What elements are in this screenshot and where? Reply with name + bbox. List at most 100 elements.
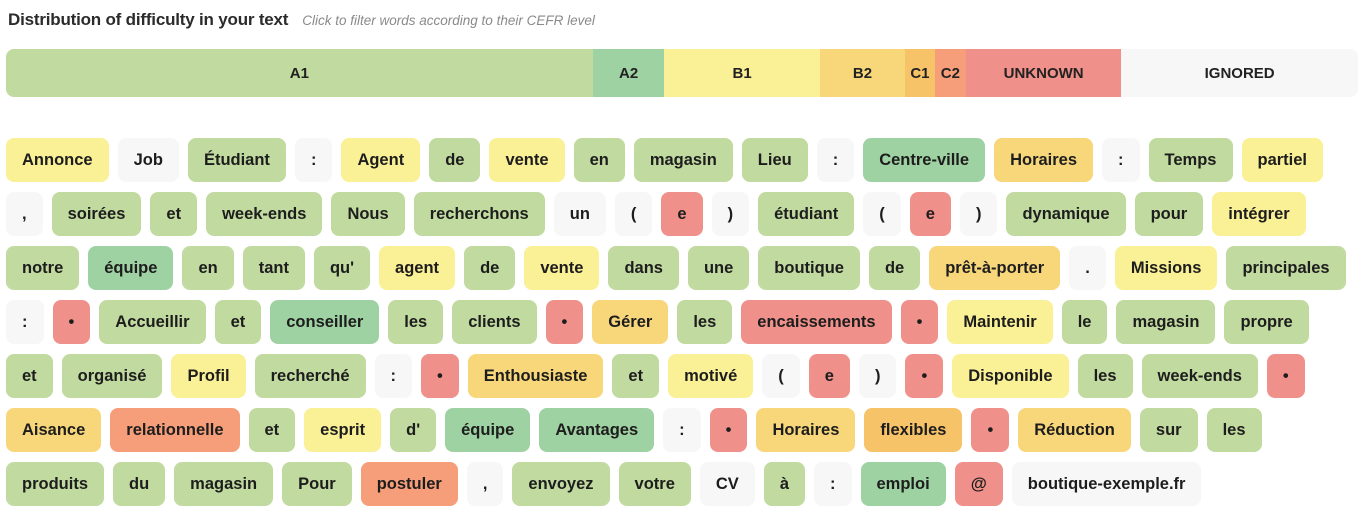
- word-chip[interactable]: propre: [1224, 300, 1309, 344]
- word-chip[interactable]: dynamique: [1006, 192, 1126, 236]
- word-chip[interactable]: (: [614, 192, 653, 236]
- word-chip[interactable]: •: [1266, 354, 1305, 398]
- word-chip[interactable]: Pour: [282, 462, 352, 506]
- word-chip[interactable]: soirées: [51, 192, 142, 236]
- word-chip[interactable]: vente: [489, 138, 565, 182]
- word-chip[interactable]: clients: [452, 300, 537, 344]
- word-chip[interactable]: ,: [466, 462, 504, 506]
- word-chip[interactable]: une: [687, 246, 750, 290]
- word-chip[interactable]: week-ends: [206, 192, 323, 236]
- word-chip[interactable]: Gérer: [592, 300, 669, 344]
- word-chip[interactable]: encaissements: [741, 300, 892, 344]
- bar-segment-ignored[interactable]: IGNORED: [1121, 49, 1358, 97]
- bar-segment-c1[interactable]: C1: [905, 49, 935, 97]
- word-chip[interactable]: de: [464, 246, 516, 290]
- word-chip[interactable]: Job: [117, 138, 179, 182]
- word-chip[interactable]: flexibles: [864, 408, 963, 452]
- bar-segment-a2[interactable]: A2: [592, 49, 665, 97]
- word-chip[interactable]: :: [663, 408, 701, 452]
- word-chip[interactable]: Accueillir: [99, 300, 206, 344]
- word-chip[interactable]: organisé: [61, 354, 163, 398]
- word-chip[interactable]: Enthousiaste: [467, 354, 604, 398]
- word-chip[interactable]: un: [553, 192, 606, 236]
- word-chip[interactable]: recherché: [254, 354, 366, 398]
- word-chip[interactable]: .: [1069, 246, 1106, 290]
- word-chip[interactable]: Profil: [171, 354, 246, 398]
- word-chip[interactable]: (: [863, 192, 901, 236]
- word-chip[interactable]: (: [762, 354, 800, 398]
- word-chip[interactable]: partiel: [1241, 138, 1324, 182]
- word-chip[interactable]: Nous: [331, 192, 405, 236]
- word-chip[interactable]: du: [113, 462, 166, 506]
- word-chip[interactable]: magasin: [174, 462, 274, 506]
- word-chip[interactable]: sur: [1139, 408, 1198, 452]
- word-chip[interactable]: •: [905, 354, 944, 398]
- word-chip[interactable]: postuler: [360, 462, 458, 506]
- word-chip[interactable]: de: [868, 246, 921, 290]
- word-chip[interactable]: ): [711, 192, 750, 236]
- word-chip[interactable]: prêt-à-porter: [929, 246, 1061, 290]
- word-chip[interactable]: magasin: [633, 138, 733, 182]
- word-chip[interactable]: •: [545, 300, 584, 344]
- word-chip[interactable]: principales: [1226, 246, 1346, 290]
- word-chip[interactable]: •: [971, 408, 1010, 452]
- word-chip[interactable]: les: [388, 300, 444, 344]
- word-chip[interactable]: recherchons: [413, 192, 545, 236]
- word-chip[interactable]: équipe: [445, 408, 531, 452]
- word-chip[interactable]: étudiant: [758, 192, 855, 236]
- word-chip[interactable]: ): [858, 354, 897, 398]
- word-chip[interactable]: tant: [242, 246, 305, 290]
- word-chip[interactable]: e: [808, 354, 850, 398]
- word-chip[interactable]: et: [248, 408, 296, 452]
- word-chip[interactable]: e: [661, 192, 703, 236]
- word-chip[interactable]: Lieu: [741, 138, 808, 182]
- word-chip[interactable]: :: [294, 138, 333, 182]
- word-chip[interactable]: les: [677, 300, 733, 344]
- word-chip[interactable]: et: [214, 300, 262, 344]
- word-chip[interactable]: @: [954, 462, 1003, 506]
- word-chip[interactable]: en: [182, 246, 234, 290]
- word-chip[interactable]: votre: [618, 462, 691, 506]
- bar-segment-c2[interactable]: C2: [934, 49, 966, 97]
- word-chip[interactable]: :: [374, 354, 413, 398]
- word-chip[interactable]: ): [959, 192, 998, 236]
- word-chip[interactable]: Maintenir: [947, 300, 1053, 344]
- word-chip[interactable]: d': [390, 408, 437, 452]
- word-chip[interactable]: les: [1206, 408, 1262, 452]
- word-chip[interactable]: magasin: [1116, 300, 1216, 344]
- word-chip[interactable]: emploi: [860, 462, 946, 506]
- word-chip[interactable]: Étudiant: [187, 138, 286, 182]
- word-chip[interactable]: week-ends: [1141, 354, 1258, 398]
- word-chip[interactable]: Horaires: [994, 138, 1094, 182]
- word-chip[interactable]: Centre-ville: [863, 138, 986, 182]
- word-chip[interactable]: :: [6, 300, 44, 344]
- word-chip[interactable]: ,: [6, 192, 43, 236]
- word-chip[interactable]: pour: [1134, 192, 1204, 236]
- word-chip[interactable]: les: [1077, 354, 1133, 398]
- word-chip[interactable]: et: [150, 192, 198, 236]
- word-chip[interactable]: Annonce: [6, 138, 109, 182]
- word-chip[interactable]: •: [52, 300, 91, 344]
- word-chip[interactable]: Horaires: [756, 408, 856, 452]
- word-chip[interactable]: envoyez: [512, 462, 610, 506]
- word-chip[interactable]: •: [421, 354, 459, 398]
- word-chip[interactable]: Réduction: [1018, 408, 1131, 452]
- word-chip[interactable]: le: [1061, 300, 1108, 344]
- word-chip[interactable]: •: [709, 408, 748, 452]
- word-chip[interactable]: Missions: [1114, 246, 1218, 290]
- word-chip[interactable]: e: [909, 192, 951, 236]
- word-chip[interactable]: Agent: [341, 138, 421, 182]
- word-chip[interactable]: vente: [524, 246, 600, 290]
- word-chip[interactable]: intégrer: [1212, 192, 1306, 236]
- word-chip[interactable]: Temps: [1148, 138, 1233, 182]
- bar-segment-a1[interactable]: A1: [6, 49, 593, 97]
- word-chip[interactable]: et: [612, 354, 660, 398]
- word-chip[interactable]: dans: [608, 246, 679, 290]
- word-chip[interactable]: Avantages: [539, 408, 655, 452]
- word-chip[interactable]: relationnelle: [110, 408, 240, 452]
- bar-segment-unknown[interactable]: UNKNOWN: [965, 49, 1122, 97]
- word-chip[interactable]: motivé: [668, 354, 754, 398]
- word-chip[interactable]: boutique-exemple.fr: [1011, 462, 1202, 506]
- word-chip[interactable]: conseiller: [270, 300, 380, 344]
- word-chip[interactable]: boutique: [758, 246, 860, 290]
